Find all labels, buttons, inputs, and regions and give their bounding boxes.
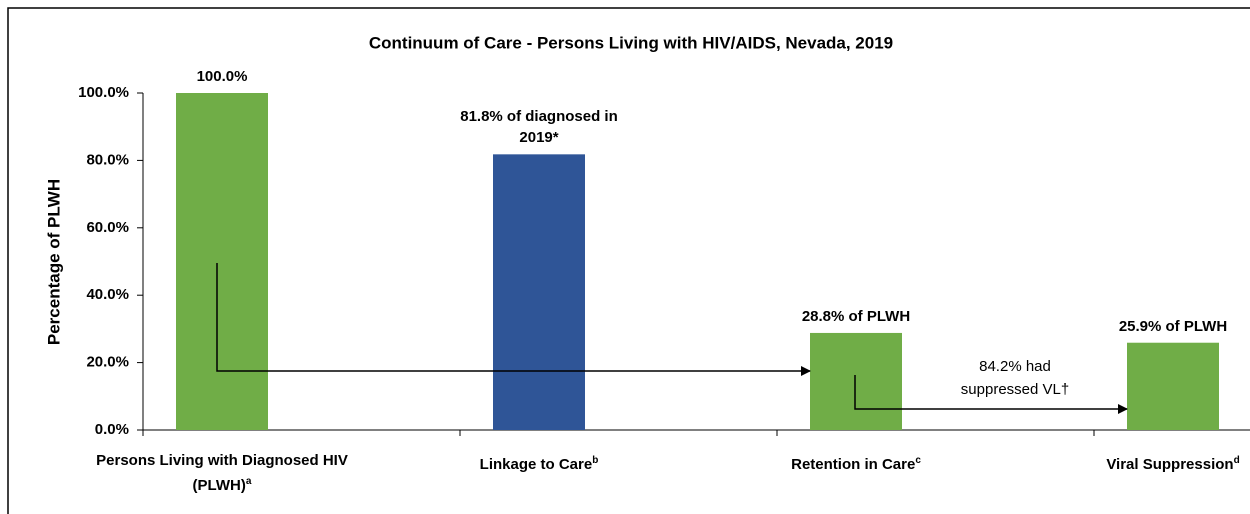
- bar: [176, 93, 268, 430]
- y-axis-label: Percentage of PLWH: [44, 179, 63, 345]
- category-note: a: [245, 476, 252, 487]
- value-label: 25.9% of PLWH: [1118, 317, 1228, 335]
- y-tick-label: 80.0%: [86, 151, 129, 168]
- value-label: 81.8% of diagnosed in 2019*: [460, 108, 618, 147]
- y-tick-label: 60.0%: [86, 219, 129, 236]
- value-label: 100.0%: [196, 68, 248, 85]
- bar: [810, 332, 902, 430]
- frame: [7, 7, 1250, 514]
- category-note: b: [592, 455, 599, 466]
- category-note: c: [915, 455, 921, 466]
- arrow: [854, 375, 1128, 414]
- category-note: d: [1233, 455, 1240, 466]
- category-text: Retention in Care: [791, 456, 916, 473]
- annotation: 84.2% had suppressed VL†: [960, 358, 1070, 398]
- bar: [1127, 342, 1219, 430]
- chart-title: Continuum of Care - Persons Living with …: [369, 33, 893, 52]
- x-tick-label: Viral Suppressiond: [1043, 450, 1250, 475]
- bar: [493, 154, 585, 431]
- x-tick-label: Retention in Carec: [726, 450, 986, 475]
- category-text: Persons Living with Diagnosed HIV (PLWH): [96, 452, 348, 494]
- x-tick-label: Persons Living with Diagnosed HIV (PLWH)…: [92, 450, 352, 496]
- y-tick-label: 0.0%: [95, 421, 129, 438]
- y-tick-label: 100.0%: [78, 84, 129, 101]
- y-tick-label: 20.0%: [86, 354, 129, 371]
- category-text: Linkage to Care: [479, 456, 593, 473]
- arrow: [216, 263, 811, 376]
- value-label: 28.8% of PLWH: [801, 307, 911, 325]
- y-tick-label: 40.0%: [86, 286, 129, 303]
- x-tick-label: Linkage to Careb: [409, 450, 669, 475]
- category-text: Viral Suppression: [1106, 456, 1234, 473]
